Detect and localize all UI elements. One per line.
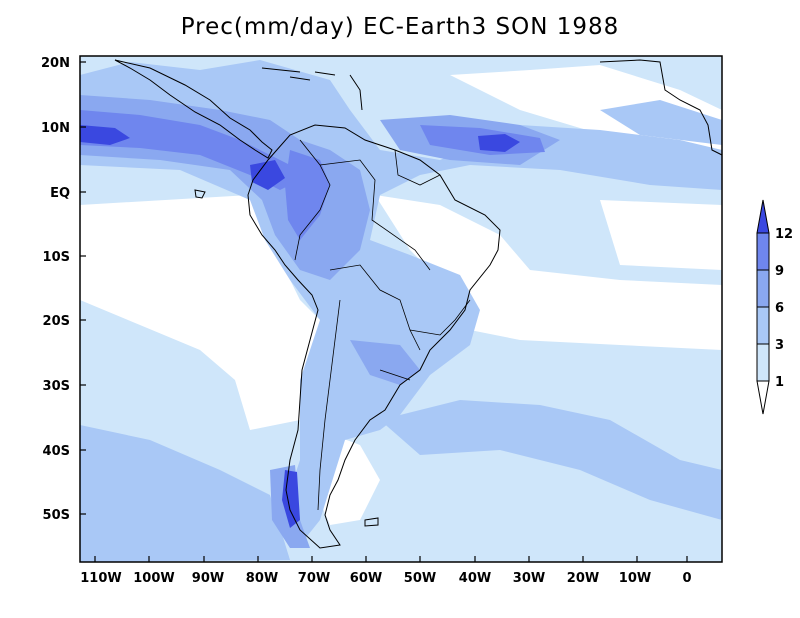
border-4 <box>317 299 341 511</box>
x-tick-label: 110W <box>80 571 121 586</box>
colorbar-label: 6 <box>775 301 784 316</box>
y-tick-label: 30S <box>43 379 70 394</box>
country-borders <box>294 139 471 511</box>
y-tick-label: 10S <box>43 250 70 265</box>
precip-band-6to9-plata <box>350 340 420 385</box>
colorbar-label: 3 <box>775 338 784 353</box>
colorbar-cell-6to9 <box>756 269 770 308</box>
coastlines <box>114 59 723 549</box>
x-tick-label: 10W <box>619 571 651 586</box>
border-3 <box>329 264 421 351</box>
y-tick-label: 40S <box>43 444 70 459</box>
colorbar-label: 9 <box>775 264 784 279</box>
precip-band-3to6-ne <box>600 100 722 145</box>
x-tick-label: 100W <box>133 571 174 586</box>
x-axis <box>94 556 688 562</box>
precip-band-above12 <box>80 125 130 145</box>
dry-region-atlantic-east <box>600 200 722 270</box>
border-7 <box>379 369 411 381</box>
y-tick-label: 10N <box>41 121 70 136</box>
dry-region-pacific <box>80 195 330 430</box>
x-tick-label: 50W <box>404 571 436 586</box>
colorbar-cell-below1 <box>756 380 770 415</box>
coast-caribbean <box>261 67 363 111</box>
colorbar-cell-above12 <box>756 199 770 234</box>
precip-field <box>80 56 722 562</box>
coast-central-america <box>114 59 273 159</box>
x-tick-label: 70W <box>298 571 330 586</box>
colorbar-cell-9to12 <box>756 232 770 271</box>
colorbar-label: 12 <box>775 227 793 242</box>
x-tick-label: 90W <box>192 571 224 586</box>
y-tick-label: EQ <box>50 186 70 201</box>
precip-band-9to12 <box>80 110 300 190</box>
y-tick-label: 50S <box>43 508 70 523</box>
colorbar-cell-1to3 <box>756 343 770 382</box>
precip-band-3to6-south <box>80 425 290 562</box>
precip-band-above12-colombia <box>250 160 285 190</box>
precip-band-3to6-sw <box>380 400 722 520</box>
x-tick-label: 40W <box>459 571 491 586</box>
coast-falklands <box>364 517 379 527</box>
border-5 <box>394 149 441 186</box>
border-2 <box>319 159 431 271</box>
plot-frame <box>79 55 723 563</box>
x-tick-label: 30W <box>513 571 545 586</box>
border-6 <box>409 299 471 336</box>
coast-galapagos <box>194 189 206 199</box>
border-1 <box>294 139 331 261</box>
colorbar <box>756 199 770 415</box>
x-tick-label: 60W <box>350 571 382 586</box>
y-axis <box>80 61 86 515</box>
map-title: Prec(mm/day) EC-Earth3 SON 1988 <box>180 14 620 40</box>
colorbar-cell-3to6 <box>756 306 770 345</box>
colorbar-label: 1 <box>775 375 784 390</box>
coast-africa <box>599 59 723 156</box>
x-tick-label: 20W <box>567 571 599 586</box>
precip-band-above12-itcz <box>478 134 520 152</box>
x-tick-label: 0 <box>682 571 691 586</box>
y-tick-label: 20S <box>43 314 70 329</box>
x-tick-label: 80W <box>246 571 278 586</box>
y-tick-label: 20N <box>41 56 70 71</box>
coast-south-america <box>247 124 501 549</box>
precip-band-9to12-amazon <box>285 150 330 240</box>
